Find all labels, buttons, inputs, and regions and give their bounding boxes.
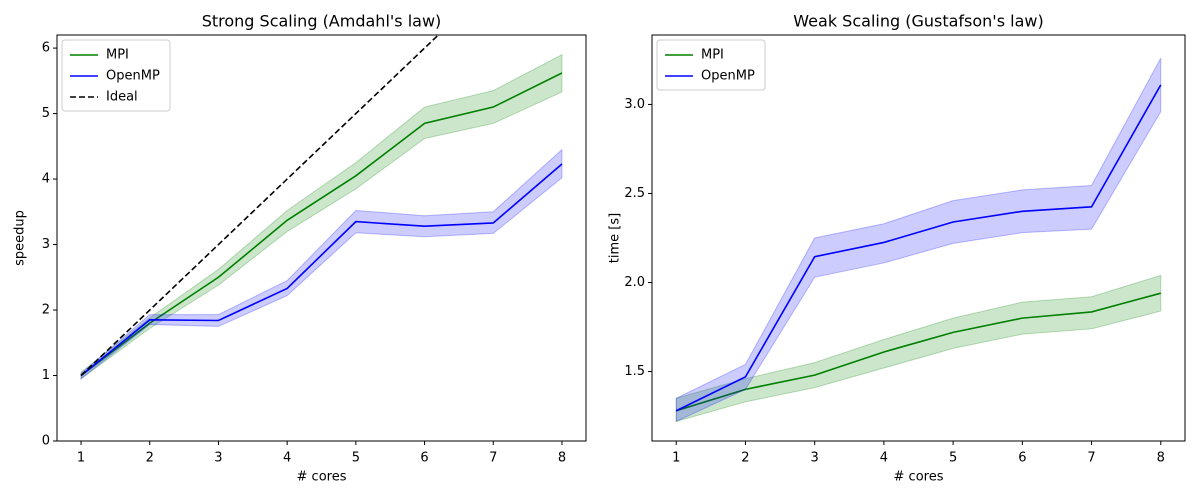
x-tick-label: 3: [214, 451, 222, 466]
error-band: [675, 274, 1162, 423]
series-line: [80, 72, 563, 377]
x-axis-label: # cores: [894, 470, 944, 485]
series-line: [675, 292, 1161, 412]
x-tick-label: 7: [489, 451, 497, 466]
x-tick-label: 2: [146, 451, 154, 466]
chart-title: Strong Scaling (Amdahl's law): [202, 12, 442, 31]
x-tick-label: 4: [880, 451, 888, 466]
legend-label: OpenMP: [701, 69, 755, 84]
y-tick-label: 3: [42, 237, 50, 252]
x-tick-label: 3: [811, 451, 819, 466]
y-tick-label: 0: [42, 434, 50, 449]
plot-area: [675, 57, 1162, 423]
x-axis-label: # cores: [297, 470, 347, 485]
legend-label: MPI: [106, 48, 129, 63]
legend-label: OpenMP: [106, 69, 160, 84]
y-tick-label: 2.5: [624, 186, 645, 201]
y-tick-label: 2.0: [624, 275, 645, 290]
x-tick-label: 6: [1018, 451, 1026, 466]
error-band: [80, 53, 563, 380]
plot-area: [80, 35, 563, 380]
x-tick-label: 1: [77, 451, 85, 466]
error-band: [675, 57, 1162, 423]
x-tick-label: 5: [352, 451, 360, 466]
chart-title: Weak Scaling (Gustafson's law): [793, 12, 1043, 31]
y-tick-label: 1.5: [624, 364, 645, 379]
x-tick-label: 8: [558, 451, 566, 466]
x-tick-label: 7: [1087, 451, 1095, 466]
legend-box: [656, 39, 766, 91]
y-tick-label: 6: [42, 41, 50, 56]
axes-frame: [56, 34, 587, 442]
legend-box: [61, 39, 171, 112]
series-line: [675, 84, 1162, 412]
y-tick-label: 5: [42, 106, 50, 121]
y-tick-label: 3.0: [624, 97, 645, 112]
x-tick-label: 6: [420, 451, 428, 466]
series-line: [80, 163, 563, 377]
y-tick-label: 1: [42, 368, 50, 383]
error-band: [80, 148, 563, 380]
x-tick-label: 8: [1157, 451, 1165, 466]
y-axis-label: speedup: [13, 210, 28, 266]
y-tick-label: 4: [42, 172, 50, 187]
legend-label: Ideal: [106, 90, 138, 105]
x-tick-label: 2: [741, 451, 749, 466]
axes-frame: [651, 34, 1186, 442]
x-tick-label: 1: [672, 451, 680, 466]
y-tick-label: 2: [42, 303, 50, 318]
x-tick-label: 5: [949, 451, 957, 466]
x-tick-label: 4: [283, 451, 291, 466]
legend-label: MPI: [701, 48, 724, 63]
y-axis-label: time [s]: [608, 213, 623, 263]
series-line: [80, 35, 440, 377]
